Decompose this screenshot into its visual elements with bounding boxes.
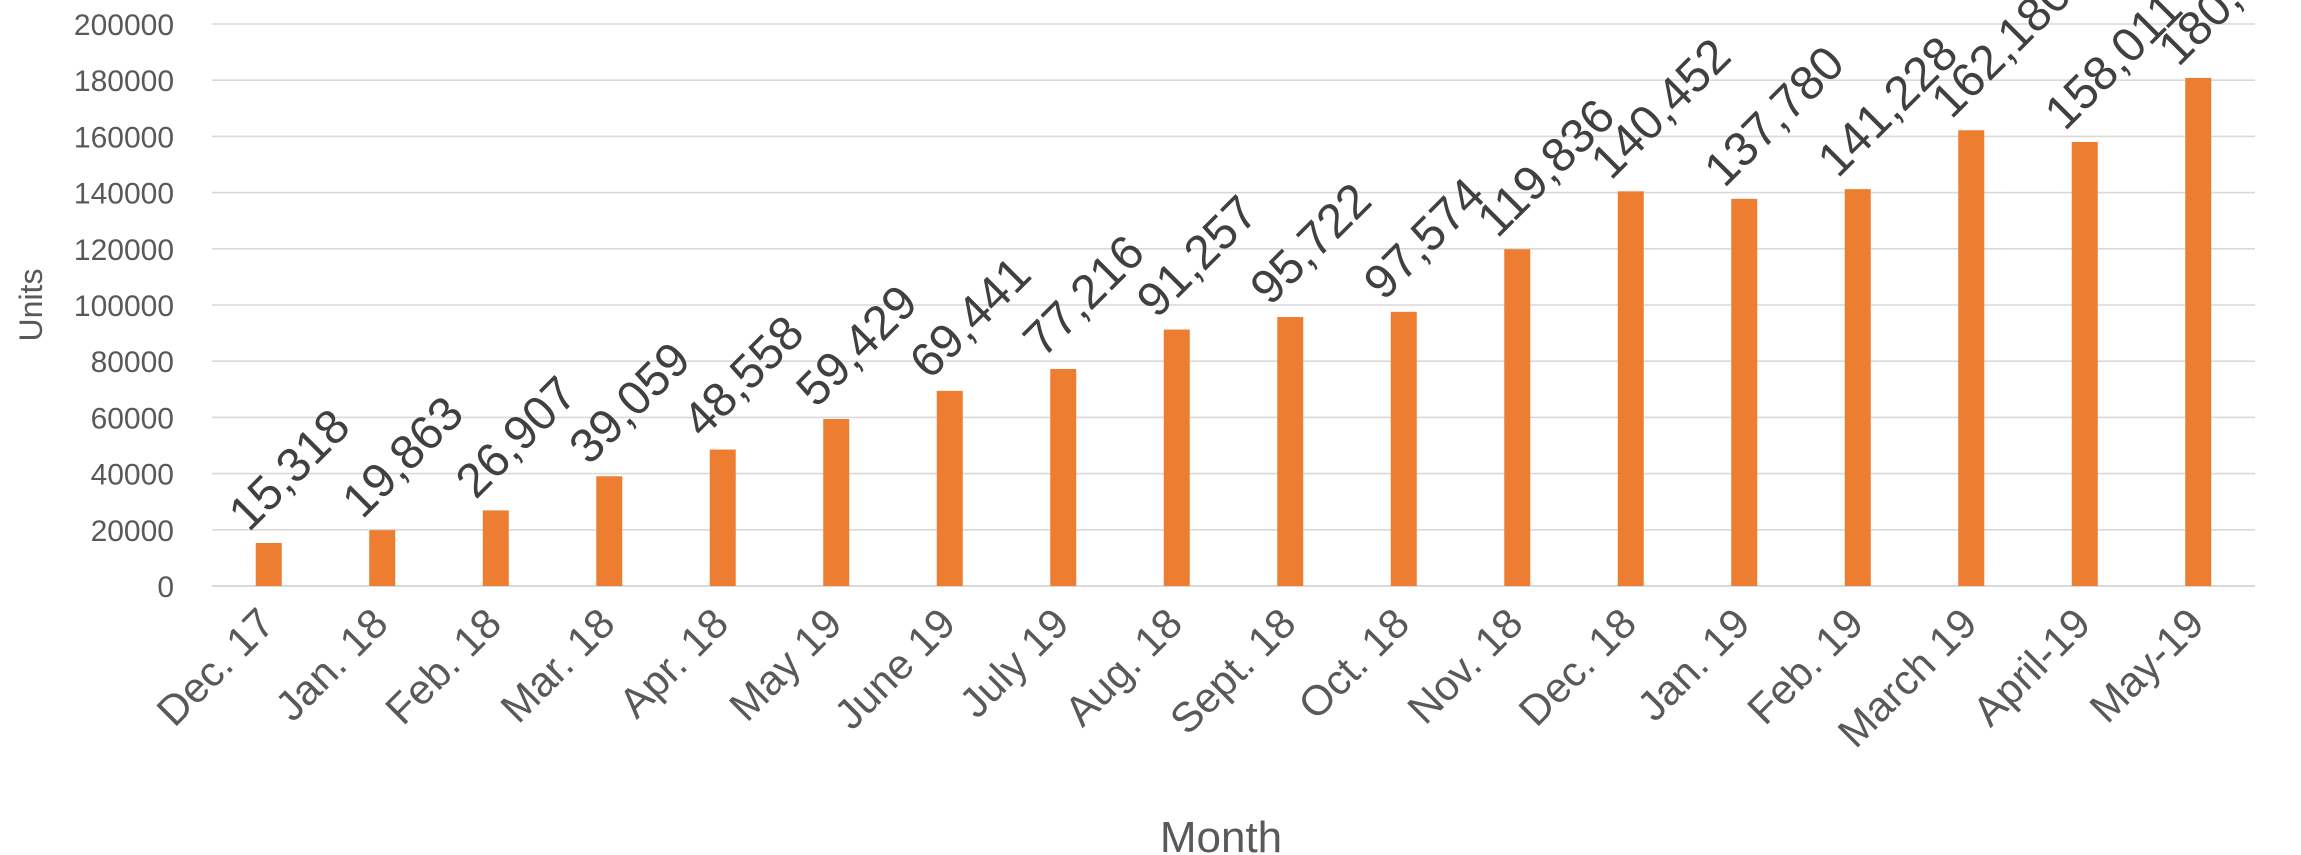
- x-tick-label: June 19: [825, 599, 964, 738]
- bar: [823, 419, 850, 586]
- bar: [255, 542, 282, 586]
- y-tick-label: 40000: [91, 459, 174, 492]
- x-tick-label: Mar. 18: [491, 599, 623, 731]
- y-tick-label: 20000: [91, 515, 174, 548]
- gridlines: [212, 23, 2255, 587]
- bar: [1958, 130, 1985, 586]
- y-tick-label: 100000: [74, 290, 174, 323]
- data-label: 97,574: [1354, 168, 1495, 309]
- y-tick-label: 160000: [74, 121, 174, 154]
- bar: [2185, 77, 2212, 587]
- y-tick-label: 60000: [91, 402, 174, 435]
- x-axis-title: Month: [1160, 813, 1282, 855]
- bar: [1617, 191, 1644, 586]
- bar: [1050, 369, 1077, 586]
- y-axis-ticks: 0 20000 40000 60000 80000 100000 120000 140000 1…: [74, 9, 174, 604]
- bar: [1504, 249, 1531, 586]
- x-tick-label: April-19: [1964, 599, 2100, 735]
- data-label: 95,722: [1241, 174, 1382, 315]
- bars: [255, 77, 2212, 587]
- x-tick-label: Apr. 18: [610, 599, 737, 726]
- data-label: 15,318: [219, 399, 360, 540]
- x-tick-label: Feb. 18: [376, 599, 510, 733]
- data-labels: 15,31819,86326,90739,05948,55859,42969,4…: [219, 0, 2301, 541]
- y-tick-label: 120000: [74, 234, 174, 267]
- bar: [369, 530, 396, 586]
- x-tick-label: July 19: [950, 599, 1077, 726]
- bar: [1277, 317, 1304, 586]
- data-label: 19,863: [333, 387, 474, 528]
- bar: [1731, 198, 1758, 586]
- bar: [596, 476, 623, 586]
- y-tick-label: 200000: [74, 9, 174, 42]
- bar: [936, 390, 963, 586]
- x-tick-label: Oct. 18: [1289, 599, 1418, 728]
- bar: [1163, 329, 1190, 586]
- x-tick-label: Jan. 18: [266, 599, 397, 730]
- bar: [482, 510, 509, 586]
- x-tick-label: Dec. 17: [148, 599, 284, 735]
- bar: [1390, 311, 1417, 586]
- y-tick-label: 80000: [91, 346, 174, 379]
- bar: [2071, 141, 2098, 587]
- bar: [1844, 189, 1871, 586]
- x-tick-label: Jan. 19: [1628, 599, 1759, 730]
- x-tick-label: Dec. 18: [1510, 599, 1646, 735]
- x-tick-label: Nov. 18: [1398, 599, 1531, 732]
- bar: [709, 449, 736, 586]
- y-tick-label: 180000: [74, 65, 174, 98]
- x-tick-label: May-19: [2080, 599, 2212, 731]
- y-axis-title: Units: [13, 269, 49, 342]
- x-tick-label: Sept. 18: [1161, 599, 1305, 743]
- y-tick-label: 0: [157, 571, 174, 604]
- y-tick-label: 140000: [74, 178, 174, 211]
